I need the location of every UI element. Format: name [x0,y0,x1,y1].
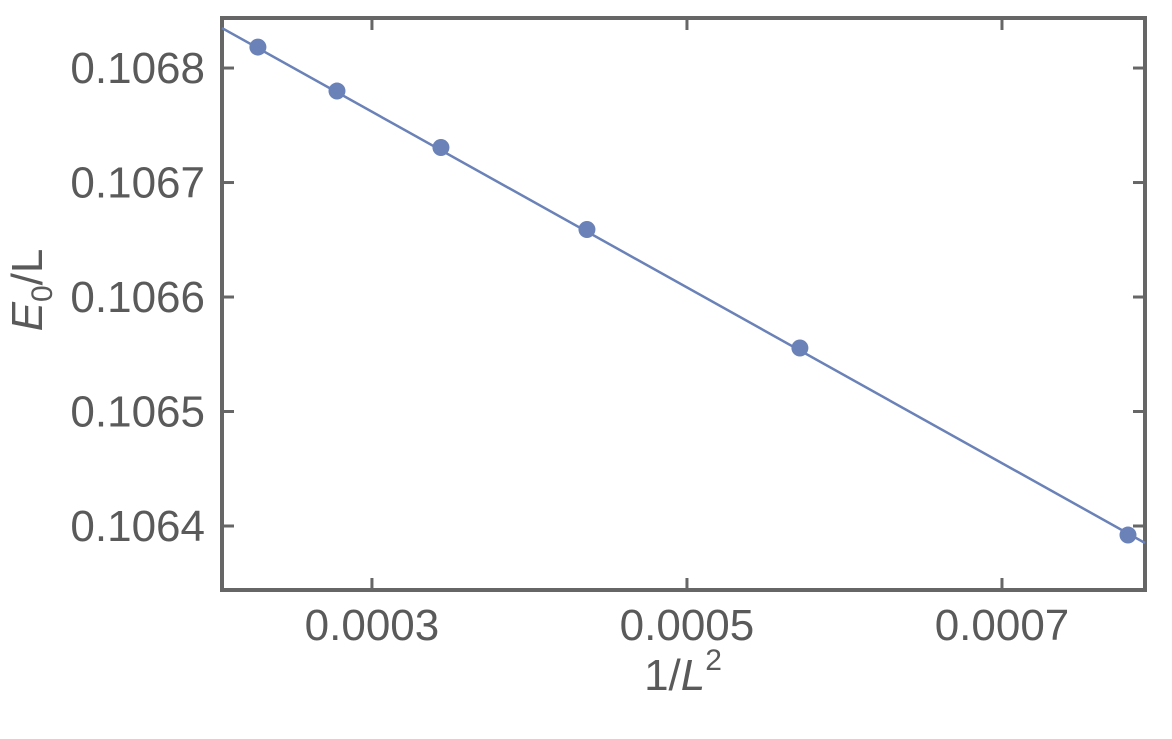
x-label-part: 1/ [644,651,681,700]
y-tick-label: 0.1067 [70,159,205,208]
y-label-part: E [3,301,52,331]
y-label-part: 0 [26,285,59,302]
x-tick-label: 0.0005 [620,601,755,650]
x-label-part: 2 [705,644,722,677]
y-tick-label: 0.1068 [70,44,205,93]
x-tick-label: 0.0003 [305,601,440,650]
y-label-part: /L [3,249,52,286]
fit-line [221,26,1146,545]
plot-frame [220,16,1147,592]
x-axis-label: 1/L2 [644,644,722,700]
y-tick-label: 0.1064 [70,502,205,551]
x-tick-label: 0.0007 [935,601,1070,650]
x-label-part: L [681,651,705,700]
y-axis-label: E0/L [3,249,59,332]
y-tick-label: 0.1065 [70,388,205,437]
y-tick-label: 0.1066 [70,273,205,322]
